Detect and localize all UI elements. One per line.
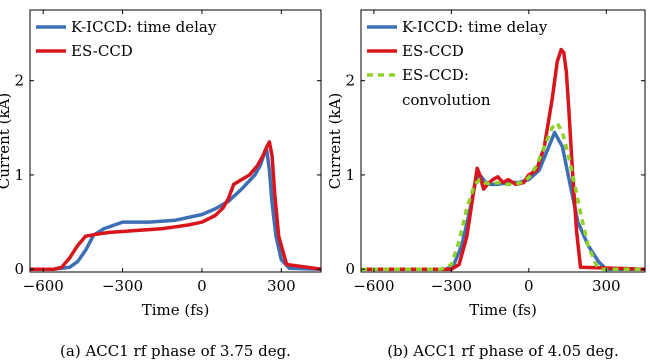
y-axis-label-a: Current (kA)	[0, 93, 13, 189]
x-tick-label-b-2: 0	[524, 277, 534, 295]
legend-label-a-1: K-ICCD: time delay	[71, 18, 217, 36]
panel-a: −600 −300 0 300 0 1 2 Time (fs) Current (kA) K…	[0, 9, 322, 360]
series-line-b-3	[361, 121, 645, 271]
x-axis-label-b: Time (fs)	[469, 301, 537, 319]
caption-a: (a) ACC1 rf phase of 3.75 deg.	[60, 342, 291, 360]
panel-b: −600 −300 0 300 0 1 2 Time (fs) Current (kA) K…	[326, 9, 646, 360]
y-tick-label-a-0: 0	[14, 260, 24, 278]
y-tick-label-a-2: 2	[14, 72, 24, 90]
plot-area-b	[361, 47, 645, 271]
x-tick-label-a-2: 0	[197, 277, 207, 295]
ticks-b: −600 −300 0 300 0 1 2	[345, 10, 645, 295]
x-tick-label-a-1: −300	[102, 277, 143, 295]
y-tick-label-b-1: 1	[345, 166, 355, 184]
x-tick-label-b-1: −300	[431, 277, 472, 295]
legend-label-a-2: ES-CCD	[71, 42, 133, 60]
legend-label-b-3-2: convolution	[402, 91, 491, 109]
y-tick-label-b-0: 0	[345, 260, 355, 278]
ticks-a: −600 −300 0 300 0 1 2	[14, 10, 321, 295]
plot-area-a	[30, 140, 321, 271]
series-line-a-2	[30, 140, 321, 271]
legend-b: K-ICCD: time delay ES-CCD ES-CCD: convoluti…	[367, 18, 548, 109]
caption-b: (b) ACC1 rf phase of 4.05 deg.	[387, 342, 619, 360]
x-axis-label-a: Time (fs)	[142, 301, 210, 319]
x-tick-label-b-0: −600	[353, 277, 394, 295]
plot-frame-b	[360, 9, 646, 273]
legend-label-b-3-1: ES-CCD:	[402, 66, 469, 84]
y-tick-label-a-1: 1	[14, 166, 24, 184]
y-axis-label-b: Current (kA)	[326, 93, 344, 189]
x-tick-label-a-0: −600	[23, 277, 64, 295]
series-line-a-1	[30, 148, 321, 271]
legend-a: K-ICCD: time delay ES-CCD	[36, 18, 217, 60]
x-tick-label-b-3: 300	[592, 277, 621, 295]
x-tick-label-a-3: 300	[267, 277, 296, 295]
y-tick-label-b-2: 2	[345, 72, 355, 90]
series-line-b-1	[361, 130, 645, 271]
plot-frame-a	[29, 9, 322, 273]
legend-label-b-1: K-ICCD: time delay	[402, 18, 548, 36]
legend-label-b-2: ES-CCD	[402, 42, 464, 60]
